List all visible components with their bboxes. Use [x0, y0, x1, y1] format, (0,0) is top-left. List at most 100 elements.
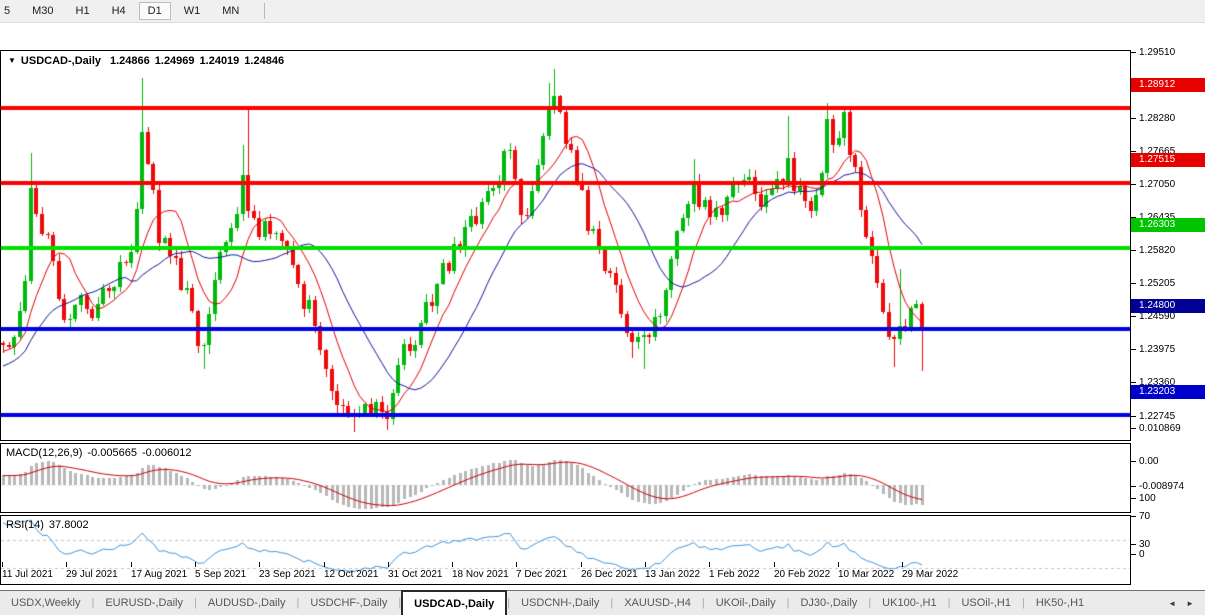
date-axis-tick-mark — [2, 562, 3, 567]
price-axis-tick: 1.23975 — [1130, 344, 1176, 355]
timeframe-button-mn[interactable]: MN — [222, 5, 240, 17]
chart-symbol-label: USDCAD-,Daily — [20, 55, 101, 67]
price-level-badge: 1.24800 — [1131, 299, 1205, 313]
macd-value-main: -0.005665 — [87, 447, 137, 459]
price-level-badge: 1.27515 — [1131, 153, 1205, 167]
macd-indicator-panel: MACD(12,26,9) -0.005665 -0.006012 — [0, 443, 1131, 513]
price-axis-tick: 1.29510 — [1130, 47, 1176, 58]
date-axis-label: 20 Feb 2022 — [774, 569, 831, 580]
rsi-axis-tick: 0 — [1131, 549, 1145, 560]
date-axis-tick-mark — [581, 562, 582, 567]
chart-tab-dj30-daily[interactable]: DJ30-,Daily — [800, 597, 858, 609]
chart-tab-xauusd-h4[interactable]: XAUUSD-,H4 — [624, 597, 691, 609]
tab-separator: | — [610, 597, 614, 609]
price-axis-tick: 1.25820 — [1130, 245, 1176, 256]
price-axis-tick: 1.25205 — [1130, 278, 1176, 289]
macd-value-signal: -0.006012 — [141, 447, 192, 459]
date-axis-tick-mark — [388, 562, 389, 567]
ohlc-low: 1.24019 — [199, 55, 240, 67]
chart-tab-usdchf-daily[interactable]: USDCHF-,Daily — [310, 597, 388, 609]
tab-separator: | — [701, 597, 705, 609]
toolbar-separator — [264, 3, 266, 19]
tab-scroll-arrows: ◄ ► — [1163, 591, 1205, 615]
rsi-axis-tick: 100 — [1131, 493, 1156, 504]
tab-separator: | — [868, 597, 872, 609]
date-axis-tick-mark — [259, 562, 260, 567]
price-level-badge: 1.23203 — [1131, 385, 1205, 399]
chart-context-arrow-icon[interactable]: ▼ — [8, 56, 16, 65]
chart-tab-eurusd-daily[interactable]: EURUSD-,Daily — [105, 597, 183, 609]
ohlc-close: 1.24846 — [244, 55, 285, 67]
rsi-canvas[interactable] — [1, 516, 1130, 584]
rsi-label: RSI(14) 37.8002 — [6, 519, 94, 531]
macd-axis-tick: 0.00 — [1130, 456, 1159, 467]
price-axis-tick: 1.24590 — [1130, 311, 1176, 322]
chart-tab-ukoil-daily[interactable]: UKOil-,Daily — [715, 597, 776, 609]
date-axis-label: 10 Mar 2022 — [838, 569, 895, 580]
macd-canvas[interactable] — [1, 444, 1130, 512]
chart-tab-uk100-h1[interactable]: UK100-,H1 — [882, 597, 937, 609]
date-axis-label: 12 Oct 2021 — [324, 569, 379, 580]
macd-axis-tick: 0.010869 — [1131, 423, 1181, 434]
date-axis-tick-mark — [131, 562, 132, 567]
chart-tab-usdcad-daily[interactable]: USDCAD-,Daily — [401, 590, 508, 615]
date-axis-tick-mark — [645, 562, 646, 567]
chart-tab-usdx-weekly[interactable]: USDX,Weekly — [11, 597, 81, 609]
tab-scroll-right-button[interactable]: ► — [1186, 598, 1194, 608]
chart-tab-usoil-h1[interactable]: USOil-,H1 — [961, 597, 1011, 609]
date-axis-tick-mark — [195, 562, 196, 567]
price-axis-tick: 1.27050 — [1130, 179, 1176, 190]
date-axis-label: 7 Dec 2021 — [516, 569, 568, 580]
date-axis-tick-mark — [66, 562, 67, 567]
timeframe-button-d1[interactable]: D1 — [138, 2, 171, 20]
date-axis-tick-mark — [516, 562, 517, 567]
timeframe-button-h1[interactable]: H1 — [75, 5, 90, 17]
tab-separator: | — [1021, 597, 1025, 609]
date-axis-label: 31 Oct 2021 — [388, 569, 443, 580]
timeframe-button-m30[interactable]: M30 — [32, 5, 54, 17]
chart-tab-audusd-daily[interactable]: AUDUSD-,Daily — [207, 597, 286, 609]
rsi-indicator-panel: RSI(14) 37.8002 — [0, 515, 1131, 585]
macd-axis-tick: -0.008974 — [1130, 481, 1185, 492]
date-axis-tick-mark — [838, 562, 839, 567]
date-axis-tick-mark — [709, 562, 710, 567]
chart-title: ▼ USDCAD-,Daily 1.24866 1.24969 1.24019 1.248… — [8, 55, 289, 67]
ohlc-open: 1.24866 — [110, 55, 150, 67]
timeframe-toolbar: 5 M30 H1 H4 D1 W1 MN — [0, 0, 1205, 23]
tab-separator: | — [786, 597, 790, 609]
price-axis-tick: 1.26435 — [1130, 213, 1175, 223]
ohlc-high: 1.24969 — [154, 55, 195, 67]
date-axis-label: 18 Nov 2021 — [452, 569, 509, 580]
date-axis-label: 23 Sep 2021 — [259, 569, 316, 580]
date-axis-tick-mark — [324, 562, 325, 567]
date-axis-tick-mark — [774, 562, 775, 567]
price-axis-tick: 1.28280 — [1130, 113, 1176, 124]
price-chart-canvas[interactable] — [1, 51, 1130, 440]
price-axis-tick: 1.27665 — [1130, 146, 1176, 157]
tab-separator: | — [947, 597, 951, 609]
date-axis-label: 17 Aug 2021 — [131, 569, 188, 580]
timeframe-button-5[interactable]: 5 — [4, 5, 11, 17]
rsi-axis-tick: 30 — [1130, 539, 1151, 550]
macd-label: MACD(12,26,9) -0.005665 -0.006012 — [6, 447, 197, 459]
timeframe-button-h4[interactable]: H4 — [111, 5, 126, 17]
date-axis-tick-mark — [452, 562, 453, 567]
price-axis-tick: 1.23360 — [1130, 377, 1176, 388]
rsi-axis-tick: 70 — [1130, 511, 1151, 522]
date-axis-label: 11 Jul 2021 — [2, 569, 53, 580]
date-axis-label: 13 Jan 2022 — [645, 569, 701, 580]
chart-tab-hk50-h1[interactable]: HK50-,H1 — [1035, 597, 1085, 609]
date-axis-label: 29 Jul 2021 — [66, 569, 118, 580]
price-level-badge: 1.28912 — [1131, 78, 1205, 92]
chart-tab-usdcnh-daily[interactable]: USDCNH-,Daily — [521, 597, 600, 609]
date-axis-label: 1 Feb 2022 — [709, 569, 760, 580]
tab-separator: | — [507, 597, 511, 609]
tab-scroll-left-button[interactable]: ◄ — [1168, 598, 1177, 608]
rsi-name: RSI(14) — [6, 519, 44, 531]
rsi-value: 37.8002 — [48, 519, 89, 531]
tab-separator: | — [398, 597, 402, 609]
date-axis-label: 5 Sep 2021 — [195, 569, 247, 580]
tab-separator: | — [296, 597, 300, 609]
tab-separator: | — [91, 597, 95, 609]
timeframe-button-w1[interactable]: W1 — [183, 5, 201, 17]
